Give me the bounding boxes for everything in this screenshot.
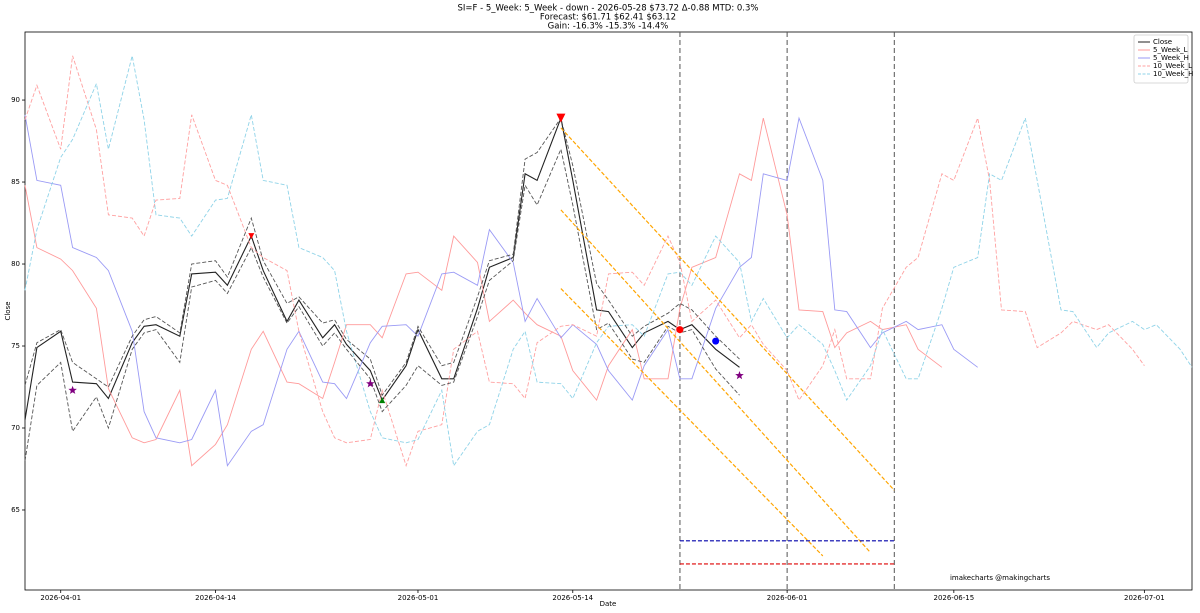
y-tick-label: 75 [11, 342, 20, 350]
x-tick-label: 2026-05-14 [552, 594, 593, 602]
series-line [24, 117, 943, 467]
annotation: imakecharts @makingcharts [950, 574, 1050, 582]
y-tick-label: 90 [11, 96, 20, 104]
x-tick-label: 2026-06-01 [767, 594, 808, 602]
series-line [24, 55, 1193, 467]
series-line [24, 147, 740, 461]
legend-label: 10_Week_H [1153, 70, 1193, 78]
series-line [24, 114, 978, 467]
marker [735, 371, 744, 380]
legend-label: Close [1153, 38, 1172, 46]
marker [676, 326, 684, 334]
chart-subtitle: Gain: -16.3% -15.3% -14.4% [548, 22, 669, 32]
marker [68, 385, 77, 394]
x-tick-label: 2026-07-01 [1124, 594, 1165, 602]
plot-frame [24, 31, 1193, 591]
x-tick-label: 2026-04-14 [195, 594, 236, 602]
x-tick-label: 2026-04-01 [40, 594, 81, 602]
marker [556, 113, 566, 123]
chart-title: SI=F - 5_Week: 5_Week - down - 2026-05-2… [457, 4, 758, 14]
series-line [24, 116, 740, 420]
marker [379, 397, 386, 404]
trend-line [560, 127, 895, 491]
y-tick-label: 65 [11, 506, 20, 514]
marker [712, 337, 720, 345]
legend-label: 5_Week_L [1153, 46, 1188, 54]
legend-label: 10_Week_L [1153, 62, 1192, 70]
y-tick-label: 80 [11, 260, 20, 268]
x-tick-label: 2026-06-15 [933, 594, 974, 602]
y-tick-label: 70 [11, 424, 20, 432]
marker [248, 233, 255, 240]
marker [366, 379, 375, 388]
legend-label: 5_Week_H [1153, 54, 1189, 62]
series-line [24, 117, 740, 397]
y-axis-label: Close [4, 301, 12, 320]
x-axis-label: Date [600, 600, 617, 608]
trend-line [560, 209, 871, 554]
x-tick-label: 2026-05-01 [398, 594, 439, 602]
y-tick-label: 85 [11, 178, 20, 186]
legend-box [1133, 34, 1189, 84]
trend-line [560, 288, 824, 557]
series-line [24, 55, 1145, 468]
chart-subtitle: Forecast: $61.71 $62.41 $63.12 [540, 13, 676, 23]
